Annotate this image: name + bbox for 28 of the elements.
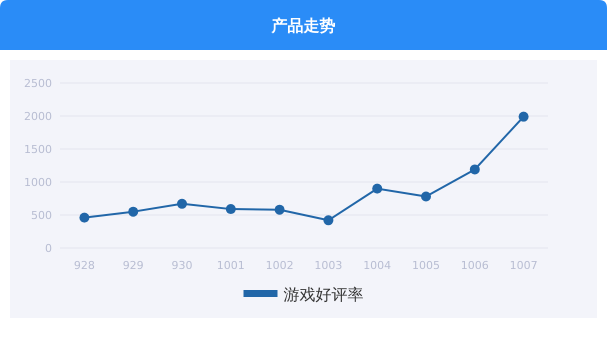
x-tick-label: 1003 <box>314 259 342 272</box>
y-tick-label: 500 <box>31 209 52 222</box>
chart-title: 产品走势 <box>270 16 336 35</box>
point <box>323 215 334 226</box>
x-tick-label: 1002 <box>266 259 294 272</box>
point <box>372 184 382 194</box>
y-tick-label: 1000 <box>24 176 52 189</box>
x-tick-label: 1006 <box>460 259 489 272</box>
point <box>274 204 285 215</box>
x-tick-label: 930 <box>172 259 192 272</box>
x-tick-label: 929 <box>122 259 144 272</box>
x-tick-label: 1001 <box>216 259 245 272</box>
point <box>177 198 187 209</box>
x-tick-label: 1007 <box>510 259 538 272</box>
y-tick-label: 2000 <box>24 110 52 123</box>
y-tick-label: 0 <box>45 242 52 255</box>
x-tick-label: 928 <box>74 259 95 272</box>
y-tick-label: 2500 <box>24 77 52 90</box>
point <box>79 212 90 223</box>
point <box>518 112 529 122</box>
x-tick-label: 1005 <box>412 259 440 272</box>
point <box>421 192 431 202</box>
point <box>128 206 138 217</box>
x-tick-label: 1004 <box>363 259 392 272</box>
point <box>470 164 480 174</box>
y-tick-label: 1500 <box>24 143 52 156</box>
legend-label: 游戏好评率 <box>284 285 364 304</box>
point <box>226 204 236 214</box>
